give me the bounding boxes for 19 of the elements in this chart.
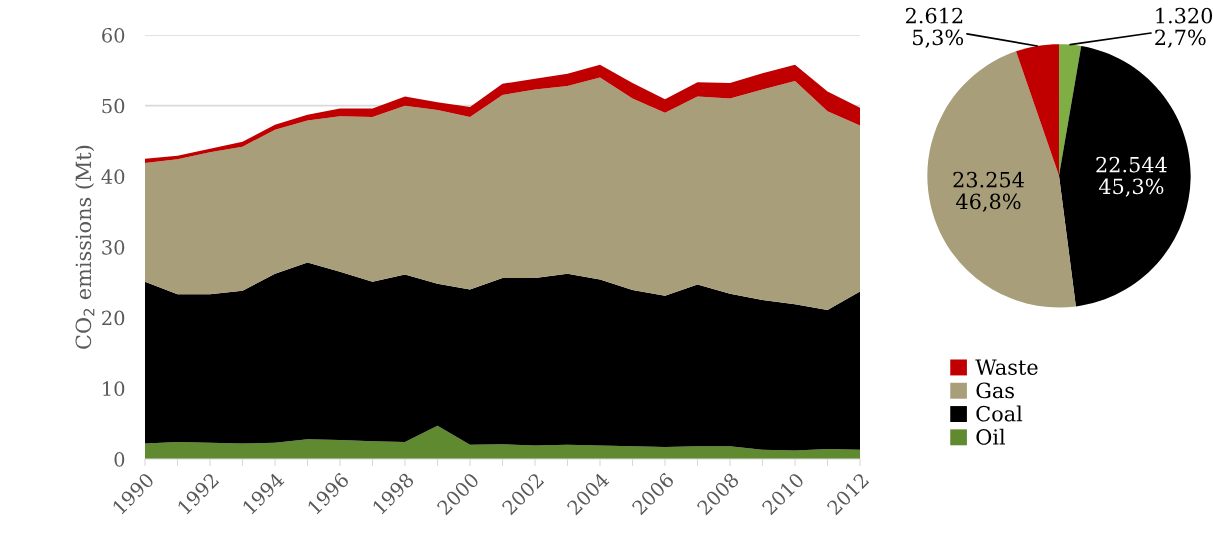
y-tick-label: 30 [102,239,125,255]
legend-label: Gas [976,382,1014,399]
pie-slice [1059,46,1191,307]
pie-slice [1059,44,1082,176]
data-label: 1.320 2,7% [1155,7,1213,48]
y-tick-label: 60 [102,27,125,43]
y-tick-label: 10 [103,381,125,396]
y-tick-label: 0 [114,451,125,467]
data-label: 2.612 5,3% [905,7,964,48]
y-tick-label: 40 [101,169,125,184]
legend-label: Waste [975,359,1038,375]
data-label: 23.254 46,8% [953,171,1024,212]
data-label: 22.544 45,3% [1096,156,1167,197]
legend-label: Coal [976,405,1023,422]
y-tick-label: 50 [102,98,125,114]
y-tick-label: 20 [102,310,125,326]
y-axis-title: CO$_{2}$ emissions (Mt) [75,145,95,349]
legend-label: Oil [976,428,1006,445]
pie-slice [927,51,1076,308]
